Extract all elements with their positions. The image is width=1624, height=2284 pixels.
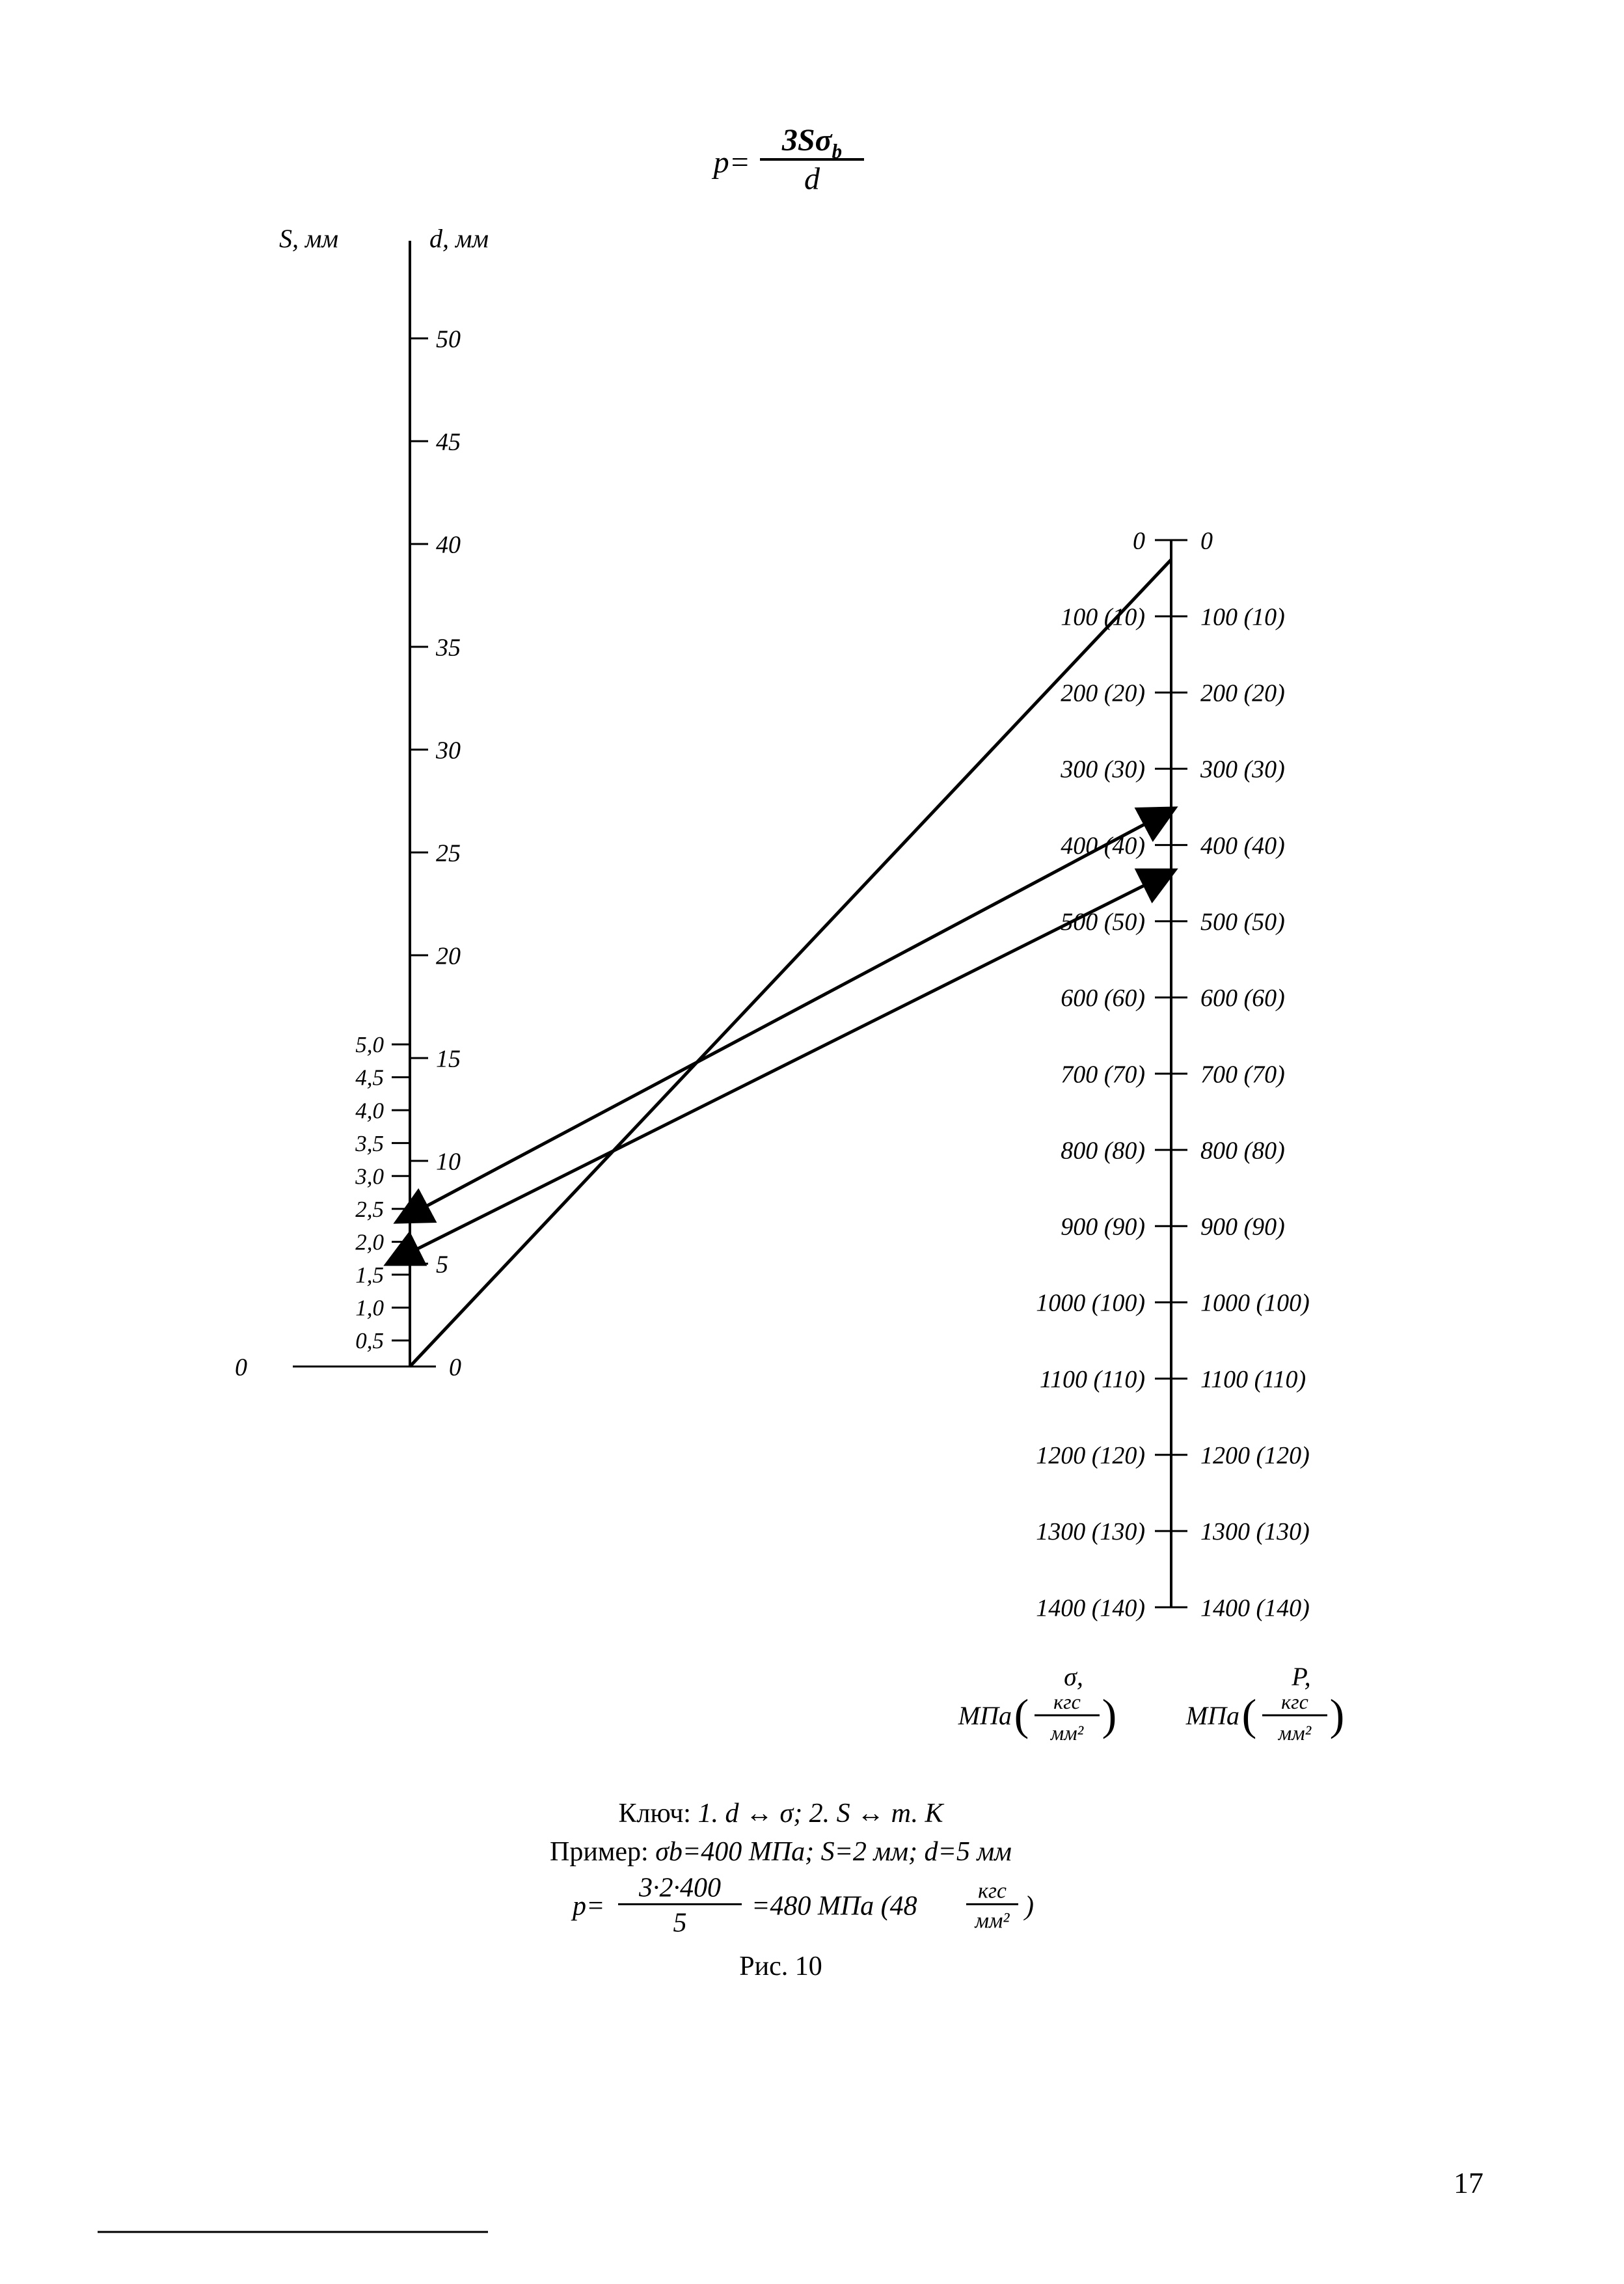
d-tick: 15	[436, 1045, 461, 1072]
calc-num: 3·2·400	[638, 1873, 721, 1903]
key-line-3	[390, 872, 1171, 1262]
sigma-tick: 100 (10)	[1061, 603, 1145, 631]
P-tick: 200 (20)	[1200, 680, 1285, 707]
d-tick-zero: 0	[449, 1353, 461, 1381]
caption-example: Пример: σb=400 МПа; S=2 мм; d=5 мм	[550, 1837, 1012, 1867]
d-tick: 50	[436, 325, 461, 353]
sigma-tick: 1300 (130)	[1036, 1518, 1145, 1545]
P-tick: 0	[1200, 527, 1213, 554]
S-tick: 1,5	[355, 1262, 384, 1288]
S-tick: 2,0	[355, 1229, 384, 1255]
d-tick: 40	[436, 531, 461, 558]
S-tick: 3,5	[355, 1131, 384, 1156]
P-tick: 1200 (120)	[1200, 1442, 1310, 1469]
page: p=3SσbdS, ммd, мм504540353025201510505,0…	[0, 0, 1624, 2284]
sigma-tick: 1000 (100)	[1036, 1290, 1145, 1317]
left-axis-title-S: S, мм	[279, 224, 338, 253]
calc-close: )	[1023, 1891, 1034, 1921]
calc-eq: =480 МПа (48	[751, 1891, 917, 1921]
d-tick: 5	[436, 1251, 448, 1278]
sigma-tick: 800 (80)	[1061, 1137, 1145, 1164]
d-tick: 35	[435, 634, 461, 661]
sigma-tick: 600 (60)	[1061, 985, 1145, 1012]
P-tick: 100 (10)	[1200, 603, 1285, 631]
sigma-tick: 1100 (110)	[1040, 1366, 1145, 1393]
P-title-num: кгс	[1281, 1690, 1308, 1713]
P-tick: 500 (50)	[1200, 908, 1285, 936]
P-tick: 700 (70)	[1200, 1061, 1285, 1088]
P-title-rpar: )	[1330, 1690, 1345, 1739]
S-tick: 5,0	[355, 1032, 384, 1057]
sigma-tick: 700 (70)	[1061, 1061, 1145, 1088]
P-tick: 1000 (100)	[1200, 1290, 1310, 1317]
sigma-tick: 1200 (120)	[1036, 1442, 1145, 1469]
P-tick: 800 (80)	[1200, 1137, 1285, 1164]
formula-lhs: p=	[712, 145, 750, 180]
sigma-title-den: мм²	[1050, 1721, 1085, 1745]
d-tick: 10	[436, 1148, 461, 1175]
sigma-tick: 300 (30)	[1060, 756, 1145, 783]
key-line-1	[410, 560, 1171, 1366]
P-tick: 600 (60)	[1200, 985, 1285, 1012]
d-tick: 45	[436, 428, 461, 455]
S-tick: 0,5	[355, 1328, 384, 1353]
formula-numerator: 3Sσb	[781, 123, 842, 163]
P-title-line1: P,	[1291, 1662, 1310, 1691]
S-zero: 0	[235, 1353, 247, 1381]
P-tick: 900 (90)	[1200, 1214, 1285, 1241]
P-tick: 1400 (140)	[1200, 1594, 1310, 1622]
caption-key: Ключ: 1. d ↔ σ; 2. S ↔ т. K	[618, 1799, 944, 1829]
sigma-title-num: кгс	[1053, 1690, 1081, 1713]
sigma-title-prefix: МПа	[958, 1701, 1012, 1730]
figure-label: Рис. 10	[739, 1951, 822, 1981]
left-axis-title-d: d, мм	[429, 224, 489, 253]
page-number: 17	[1454, 2166, 1483, 2199]
calc-den: 5	[673, 1908, 687, 1938]
calc-unit-den: мм²	[975, 1909, 1010, 1933]
sigma-tick: 900 (90)	[1061, 1214, 1145, 1241]
P-tick: 300 (30)	[1200, 756, 1285, 783]
S-tick: 3,0	[355, 1163, 384, 1189]
sigma-title-line1: σ,	[1064, 1662, 1083, 1691]
P-tick: 400 (40)	[1200, 832, 1285, 860]
sigma-tick: 200 (20)	[1061, 680, 1145, 707]
nomogram-svg: p=3SσbdS, ммd, мм504540353025201510505,0…	[0, 0, 1624, 2284]
sigma-tick: 0	[1133, 527, 1145, 554]
d-tick: 25	[436, 839, 461, 867]
P-title-prefix: МПа	[1185, 1701, 1239, 1730]
sigma-title-lpar: (	[1014, 1690, 1029, 1739]
formula-denominator: d	[804, 162, 820, 197]
S-tick: 2,5	[355, 1197, 384, 1222]
calc-unit-num: кгс	[978, 1879, 1007, 1903]
S-tick: 4,0	[355, 1098, 384, 1123]
d-tick: 30	[435, 737, 461, 764]
calc-lhs: p=	[571, 1891, 604, 1921]
P-title-den: мм²	[1278, 1721, 1312, 1745]
P-tick: 1300 (130)	[1200, 1518, 1310, 1545]
P-title-lpar: (	[1242, 1690, 1257, 1739]
sigma-tick: 1400 (140)	[1036, 1594, 1145, 1622]
key-line-2	[400, 810, 1171, 1220]
P-tick: 1100 (110)	[1200, 1366, 1306, 1393]
d-tick: 20	[436, 942, 461, 970]
S-tick: 4,5	[355, 1065, 384, 1091]
sigma-title-rpar: )	[1102, 1690, 1117, 1739]
S-tick: 1,0	[355, 1296, 384, 1321]
